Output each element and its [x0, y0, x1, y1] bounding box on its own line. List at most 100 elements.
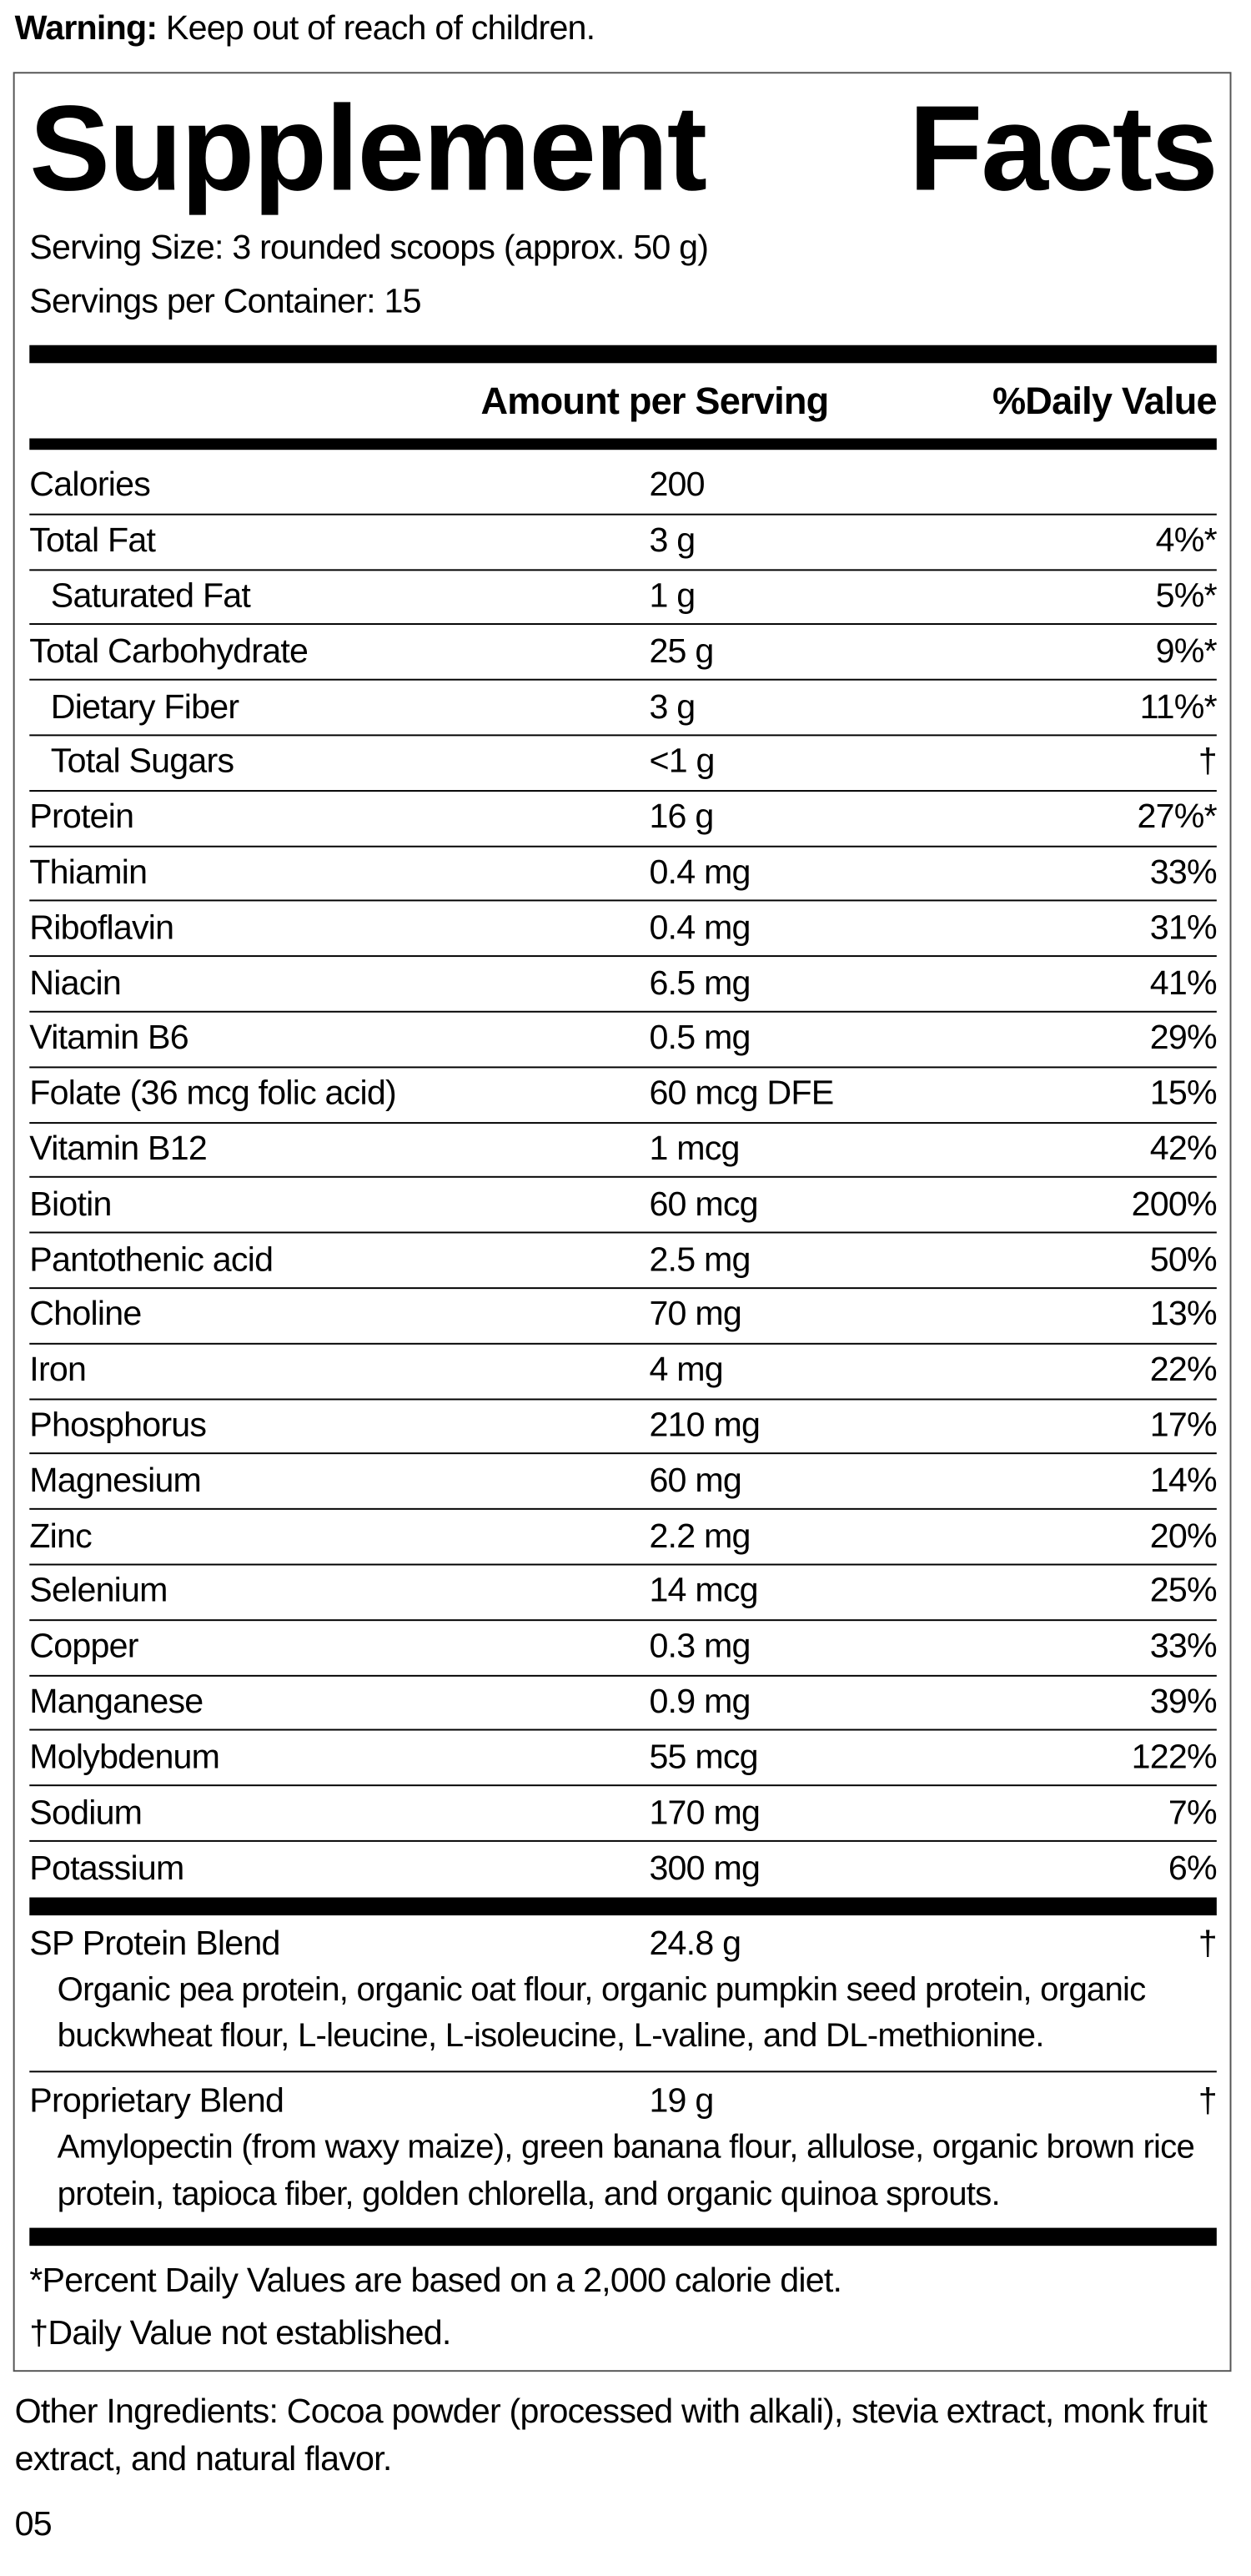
nutrient-row: Total Sugars <1 g † [29, 736, 1218, 792]
divider [29, 2227, 1217, 2246]
daily-value: 22% [1149, 1351, 1218, 1389]
daily-value: 50% [1149, 1240, 1218, 1279]
warning: Warning: Keep out of reach of children. [15, 10, 595, 49]
nutrient-name: Calories [29, 466, 151, 505]
nutrient-name: Folate (36 mcg folic acid) [29, 1074, 396, 1113]
nutrient-amount: 1 g [649, 577, 696, 616]
nutrient-row: Potassium 300 mg 6% [29, 1842, 1217, 1897]
nutrient-amount: 14 mcg [649, 1572, 758, 1611]
nutrient-name: Selenium [29, 1572, 168, 1611]
daily-value: 5%* [1155, 577, 1218, 616]
nutrient-name: Dietary Fiber [50, 687, 239, 726]
nutrient-name: Molybdenum [29, 1738, 220, 1776]
nutrient-name: Pantothenic acid [29, 1240, 274, 1279]
nutrient-amount: 70 mg [649, 1296, 741, 1334]
nutrient-row: Iron 4 mg 22% [29, 1344, 1218, 1400]
nutrient-name: Copper [29, 1628, 138, 1666]
daily-value: 33% [1149, 1628, 1218, 1666]
divider [29, 1896, 1217, 1915]
warning-text: Keep out of reach of children. [165, 9, 595, 48]
nutrient-amount: 0.4 mg [649, 853, 751, 892]
nutrient-row: Protein 16 g 27%* [29, 792, 1218, 847]
daily-value: 14% [1149, 1462, 1218, 1500]
nutrient-row: Magnesium 60 mg 14% [29, 1455, 1218, 1511]
warning-label: Warning: [14, 9, 158, 48]
nutrient-row: Vitamin B12 1 mcg 42% [29, 1123, 1218, 1179]
nutrient-amount: 0.5 mg [649, 1019, 751, 1058]
nutrient-name: Iron [29, 1351, 87, 1389]
nutrient-name: Zinc [29, 1517, 92, 1555]
nutrient-name: Niacin [29, 964, 122, 1003]
daily-value: 41% [1149, 964, 1218, 1003]
nutrient-row: Sodium 170 mg 7% [29, 1786, 1218, 1842]
daily-value: † [1198, 1924, 1218, 1963]
nutrient-row: Biotin 60 mcg 200% [29, 1178, 1218, 1234]
blend: SP Protein Blend 24.8 g † Organic pea prote… [29, 1915, 1217, 2071]
nutrient-amount: 25 g [649, 632, 714, 671]
nutrient-row: Calories 200 [29, 460, 1217, 516]
blend-row: SP Protein Blend 24.8 g † [29, 1921, 1217, 1967]
blend-amount: 19 g [649, 2081, 714, 2121]
other-ingredients: Other Ingredients: Cocoa powder (process… [14, 2392, 1208, 2478]
nutrient-row: Total Carbohydrate 25 g 9%* [29, 626, 1218, 682]
blend: Proprietary Blend 19 g † Amylopectin (from … [29, 2070, 1218, 2228]
nutrient-name: Vitamin B6 [29, 1019, 188, 1058]
nutrient-amount: 55 mcg [649, 1738, 758, 1776]
nutrient-amount: 0.3 mg [649, 1628, 751, 1666]
nutrient-amount: 0.9 mg [649, 1683, 751, 1721]
nutrient-row: Phosphorus 210 mg 17% [29, 1400, 1218, 1455]
nutrient-name: Thiamin [29, 853, 148, 892]
daily-value: 6% [1168, 1849, 1218, 1888]
blends: SP Protein Blend 24.8 g † Organic pea prote… [29, 1915, 1218, 2228]
nutrient-row: Copper 0.3 mg 33% [29, 1621, 1218, 1676]
nutrient-name: Sodium [29, 1794, 143, 1832]
facts-box: Supplement Facts Serving Size: 3 rounded… [13, 72, 1232, 2372]
nutrient-amount: 4 mg [649, 1351, 723, 1389]
daily-value: 17% [1149, 1406, 1218, 1445]
nutrient-amount: <1 g [649, 742, 715, 782]
nutrient-row: Selenium 14 mcg 25% [29, 1565, 1218, 1621]
nutrient-name: Protein [29, 798, 134, 837]
nutrient-name: Biotin [29, 1185, 112, 1224]
nutrient-row: Molybdenum 55 mcg 122% [29, 1731, 1218, 1787]
nutrient-name: Manganese [29, 1683, 203, 1721]
nutrient-name: Vitamin B12 [29, 1130, 207, 1168]
blend-name: SP Protein Blend [29, 1924, 280, 1963]
nutrient-amount: 170 mg [649, 1794, 761, 1832]
footnote: †Daily Value not established. [29, 2314, 451, 2352]
header-row: Amount per Serving %Daily Value [29, 363, 1217, 438]
daily-value: 27%* [1137, 798, 1218, 837]
divider [29, 438, 1217, 450]
servings-per-container: Servings per Container: 15 [29, 283, 421, 321]
nutrient-amount: 210 mg [649, 1406, 761, 1445]
nutrient-amount: 1 mcg [649, 1130, 740, 1168]
daily-value: 15% [1149, 1074, 1218, 1113]
nutrient-row: Folate (36 mcg folic acid) 60 mcg DFE 15% [29, 1068, 1218, 1124]
nutrient-name: Potassium [29, 1849, 184, 1888]
nutrient-name: Magnesium [29, 1462, 202, 1500]
daily-value: † [1198, 2081, 1218, 2121]
nutrient-name: Riboflavin [29, 908, 174, 947]
amount-header: Amount per Serving [480, 378, 829, 421]
nutrient-name: Choline [29, 1296, 142, 1334]
daily-value: 29% [1149, 1019, 1218, 1058]
nutrient-name: Total Sugars [50, 742, 234, 782]
daily-value: 200% [1131, 1185, 1218, 1224]
nutrient-row: Total Fat 3 g 4%* [29, 515, 1218, 571]
nutrient-row: Manganese 0.9 mg 39% [29, 1676, 1218, 1732]
footnote: *Percent Daily Values are based on a 2,0… [29, 2262, 842, 2301]
nutrient-amount: 60 mg [649, 1462, 741, 1500]
nutrient-rows: Calories 200 Total Fat 3 g 4%* Saturated Fat 1… [29, 460, 1218, 1897]
blend-ingredients: Organic pea protein, organic oat flour, … [57, 1970, 1147, 2055]
nutrient-amount: 200 [649, 466, 705, 505]
daily-value: 7% [1168, 1794, 1218, 1832]
daily-value: 9%* [1155, 632, 1218, 671]
nutrient-row: Zinc 2.2 mg 20% [29, 1510, 1218, 1566]
nutrient-amount: 60 mcg DFE [649, 1074, 834, 1113]
footnotes: *Percent Daily Values are based on a 2,0… [29, 2256, 1217, 2360]
daily-value: 42% [1149, 1130, 1218, 1168]
nutrient-name: Total Fat [29, 521, 156, 560]
blend-amount: 24.8 g [649, 1924, 741, 1963]
